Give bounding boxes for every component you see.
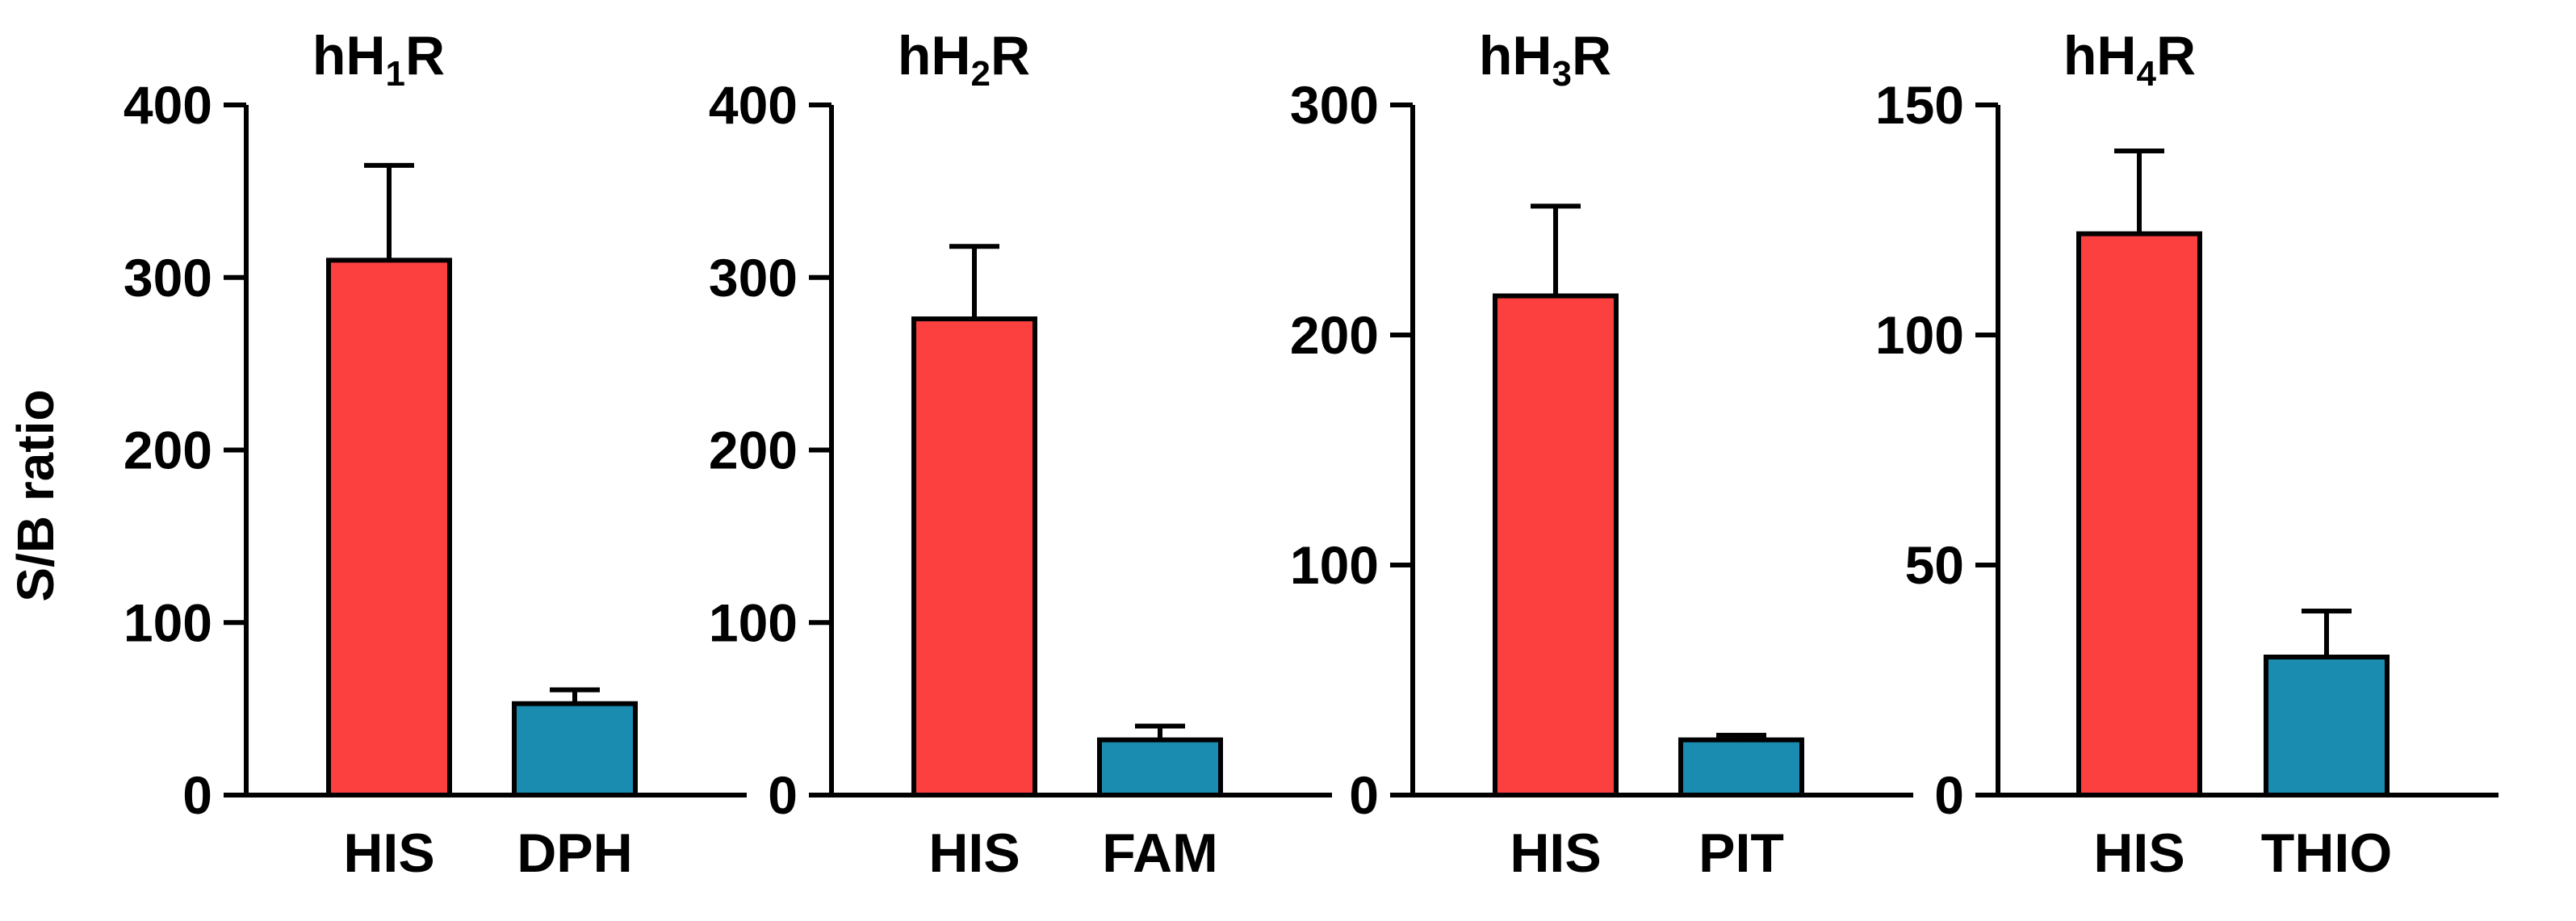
bar-thio	[2264, 655, 2390, 798]
panel-title: hH4R	[2063, 25, 2196, 94]
y-tick-label: 200	[1290, 305, 1379, 365]
x-tick-label: THIO	[2261, 823, 2392, 884]
bar-dph	[512, 701, 638, 798]
x-tick-label: FAM	[1102, 823, 1218, 884]
x-tick-label: HIS	[2093, 823, 2184, 884]
panel-title-suffix: R	[2156, 25, 2196, 86]
x-tick-label: HIS	[343, 823, 434, 884]
x-tick-label: HIS	[1510, 823, 1601, 884]
y-tick-label: 150	[1875, 75, 1964, 135]
panel-title: hH1R	[312, 25, 445, 94]
bar-pit	[1678, 737, 1804, 798]
y-tick-label: 100	[709, 592, 798, 652]
panel-title-subscript: 1	[386, 54, 405, 94]
chart-panel-1: hH1R HIS DPH 0 100 200 300 400	[124, 25, 747, 884]
bar-his	[326, 257, 452, 798]
panel-title-subscript: 2	[971, 54, 991, 94]
x-tick-label: HIS	[928, 823, 1020, 884]
x-tick-label: DPH	[517, 823, 633, 884]
panel-title-subscript: 4	[2137, 54, 2157, 94]
panel-title-main: hH	[1479, 25, 1552, 86]
y-tick-label: 100	[124, 592, 212, 652]
panel-title-suffix: R	[991, 25, 1030, 86]
panel-title-subscript: 3	[1552, 54, 1572, 94]
panel-title-main: hH	[898, 25, 971, 86]
panel-title-main: hH	[2063, 25, 2137, 86]
x-tick-label: PIT	[1698, 823, 1784, 884]
bar-his	[1493, 293, 1619, 798]
y-tick-label: 300	[1290, 75, 1379, 135]
panel-title-suffix: R	[1572, 25, 1611, 86]
panel-title: hH2R	[898, 25, 1030, 94]
y-tick-label: 50	[1905, 535, 1964, 595]
y-tick-label: 0	[1934, 765, 1964, 825]
y-axis-label: S/B ratio	[6, 389, 65, 601]
y-tick-label: 100	[1290, 535, 1379, 595]
panel-title-main: hH	[312, 25, 386, 86]
bar-his	[911, 316, 1037, 798]
y-tick-label: 400	[709, 75, 798, 135]
chart-panel-2: hH2R HIS FAM 0 100 200 300 400	[709, 25, 1332, 884]
bar-fam	[1097, 737, 1223, 798]
y-tick-label: 200	[709, 421, 798, 480]
panel-title-suffix: R	[405, 25, 445, 86]
y-tick-label: 400	[124, 75, 212, 135]
y-tick-label: 100	[1875, 305, 1964, 365]
chart-panel-3: hH3R HIS PIT 0 100 200 300	[1290, 25, 1913, 884]
bar-his	[2076, 231, 2202, 798]
chart-panel-4: hH4R HIS THIO 0 50 100 150	[1875, 25, 2499, 884]
y-tick-label: 200	[124, 421, 212, 480]
y-tick-label: 300	[709, 248, 798, 308]
panel-title: hH3R	[1479, 25, 1611, 94]
y-tick-label: 0	[1349, 765, 1379, 825]
y-tick-label: 0	[768, 765, 798, 825]
y-tick-label: 300	[124, 248, 212, 308]
y-tick-label: 0	[182, 765, 212, 825]
